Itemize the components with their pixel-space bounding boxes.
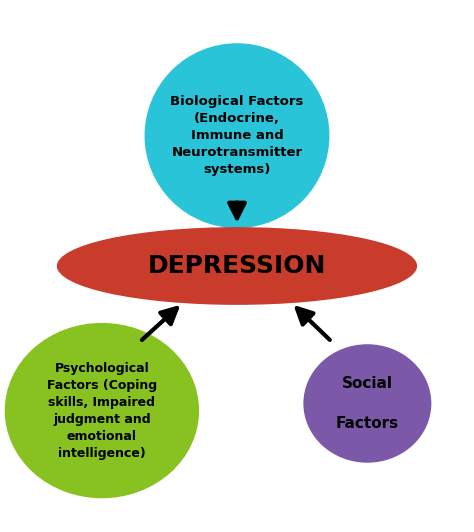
Ellipse shape	[303, 344, 431, 463]
Text: Social

Factors: Social Factors	[336, 376, 399, 431]
Text: DEPRESSION: DEPRESSION	[148, 254, 326, 278]
Text: Biological Factors
(Endocrine,
Immune and
Neurotransmitter
systems): Biological Factors (Endocrine, Immune an…	[170, 95, 304, 176]
Text: Psychological
Factors (Coping
skills, Impaired
judgment and
emotional
intelligen: Psychological Factors (Coping skills, Im…	[47, 362, 157, 460]
Ellipse shape	[57, 227, 417, 305]
Ellipse shape	[5, 323, 199, 498]
Ellipse shape	[145, 43, 329, 228]
